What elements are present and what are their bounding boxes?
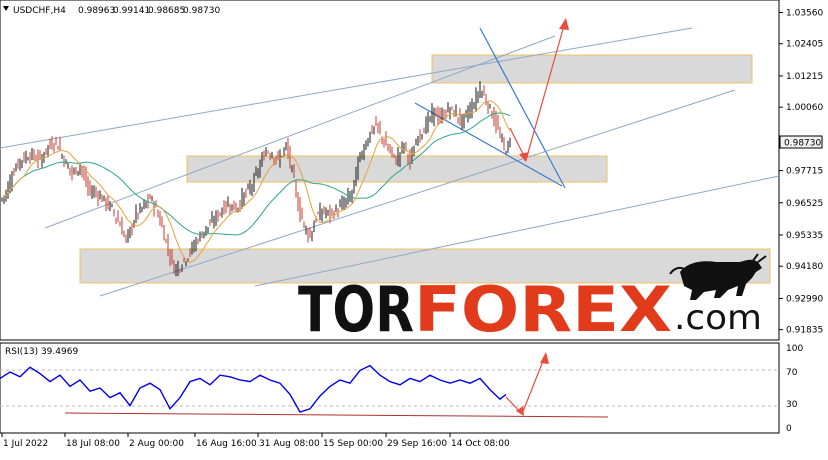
price-tick-label: 1.03560 — [786, 8, 823, 18]
moving-average-fast — [1, 100, 511, 263]
resistance-zone — [431, 54, 753, 84]
rsi-arrow-up — [521, 352, 549, 415]
symbol-label: USDCHF,H4 — [13, 6, 66, 16]
price-axis: 1.035601.024051.012151.000600.988700.977… — [779, 8, 823, 336]
time-tick-label: 1 Jul 2022 — [3, 439, 48, 449]
high-value: 0.99141 — [113, 6, 150, 16]
time-tick-label: 16 Aug 16:00 — [196, 439, 257, 449]
price-tick-label: 0.92990 — [786, 294, 823, 304]
candles-group — [1, 81, 511, 277]
rsi-label: RSI(13) 39.4969 — [5, 347, 78, 357]
rsi-tick-label: 70 — [786, 368, 798, 378]
price-tick-label: 0.97715 — [786, 167, 823, 177]
rsi-support-line — [64, 412, 609, 418]
brand-text-dark: TOR — [298, 273, 414, 346]
price-tick-label: 0.96525 — [786, 199, 823, 209]
channel-lower-line — [99, 89, 736, 297]
price-tick-label: 1.01215 — [786, 72, 823, 82]
chart-header: USDCHF,H4 0.98963 0.99141 0.98685 0.9873… — [3, 6, 220, 16]
rsi-tick-label: 100 — [786, 344, 803, 354]
rsi-panel-frame — [0, 342, 780, 434]
time-tick-label: 2 Aug 00:00 — [129, 439, 184, 449]
time-tick-label: 31 Aug 08:00 — [259, 439, 320, 449]
rsi-axis: 100 70 30 0 — [786, 344, 803, 434]
channel-inner-line — [44, 35, 556, 229]
open-value: 0.98963 — [78, 6, 115, 16]
time-axis: 1 Jul 2022 18 Jul 08:00 2 Aug 00:00 16 Aug … — [1, 433, 510, 449]
price-tick-label: 1.02405 — [786, 40, 823, 50]
brand-logo: TOR FOREX .com — [298, 253, 767, 346]
time-tick-label: 29 Sep 16:00 — [387, 439, 447, 449]
forecast-arrow-up — [525, 18, 569, 161]
low-value: 0.98685 — [148, 6, 185, 16]
channel-bottom-line — [254, 175, 780, 287]
price-tick-label: 1.00060 — [786, 103, 823, 113]
rsi-tick-label: 30 — [786, 400, 798, 410]
moving-average-slow — [1, 112, 511, 236]
channel-upper-line — [0, 27, 693, 149]
current-price-tag: 0.98730 — [779, 135, 823, 149]
current-price-label: 0.98730 — [784, 139, 821, 149]
support-zone — [79, 248, 771, 284]
bull-icon — [669, 253, 767, 300]
wedge-upper-line — [479, 27, 566, 189]
price-tick-label: 0.91835 — [786, 326, 823, 336]
time-tick-label: 14 Oct 08:00 — [451, 439, 510, 449]
brand-text-accent: FOREX — [414, 273, 672, 346]
time-tick-label: 15 Sep 00:00 — [323, 439, 383, 449]
close-value: 0.98730 — [183, 6, 220, 16]
middle-zone — [186, 155, 608, 183]
rsi-line — [0, 364, 507, 413]
time-tick-label: 18 Jul 08:00 — [66, 439, 120, 449]
price-tick-label: 0.94180 — [786, 262, 823, 272]
rsi-tick-label: 0 — [786, 424, 792, 434]
price-tick-label: 0.95335 — [786, 231, 823, 241]
brand-domain: .com — [674, 298, 762, 338]
dropdown-icon — [3, 6, 9, 11]
